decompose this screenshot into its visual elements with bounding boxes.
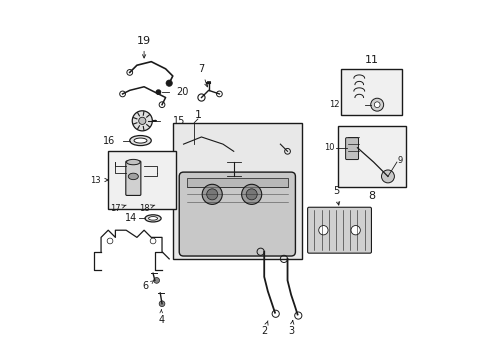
Circle shape bbox=[245, 189, 257, 200]
Ellipse shape bbox=[129, 135, 151, 145]
Circle shape bbox=[153, 278, 159, 283]
Circle shape bbox=[156, 90, 160, 94]
Text: 12: 12 bbox=[328, 100, 339, 109]
Circle shape bbox=[350, 226, 360, 235]
Circle shape bbox=[107, 238, 113, 244]
Text: 17: 17 bbox=[110, 204, 126, 213]
Circle shape bbox=[370, 98, 383, 111]
Ellipse shape bbox=[144, 215, 161, 222]
Text: 20: 20 bbox=[176, 87, 188, 97]
Text: 5: 5 bbox=[332, 186, 339, 205]
Ellipse shape bbox=[134, 138, 147, 143]
Text: 11: 11 bbox=[364, 55, 378, 65]
Ellipse shape bbox=[126, 159, 140, 165]
FancyBboxPatch shape bbox=[307, 207, 371, 253]
Bar bbox=[172, 123, 301, 259]
Circle shape bbox=[150, 238, 156, 244]
Circle shape bbox=[241, 184, 261, 204]
FancyBboxPatch shape bbox=[179, 172, 295, 256]
Circle shape bbox=[159, 102, 164, 108]
Text: 1: 1 bbox=[194, 111, 201, 121]
Text: 2: 2 bbox=[261, 321, 267, 336]
Circle shape bbox=[126, 69, 132, 75]
Circle shape bbox=[373, 102, 379, 108]
Text: 8: 8 bbox=[367, 191, 375, 201]
Circle shape bbox=[159, 301, 164, 307]
Bar bbox=[187, 178, 287, 187]
FancyArrow shape bbox=[153, 120, 156, 121]
Circle shape bbox=[381, 170, 394, 183]
FancyBboxPatch shape bbox=[345, 138, 358, 159]
Bar bbox=[337, 126, 405, 187]
Text: 18: 18 bbox=[139, 204, 155, 213]
FancyBboxPatch shape bbox=[125, 161, 141, 195]
Circle shape bbox=[120, 91, 125, 97]
Bar bbox=[108, 151, 176, 209]
Text: 9: 9 bbox=[397, 156, 403, 165]
Circle shape bbox=[132, 111, 152, 131]
Circle shape bbox=[139, 117, 145, 125]
Text: 6: 6 bbox=[142, 280, 154, 291]
Text: 7: 7 bbox=[198, 64, 207, 87]
Text: 13: 13 bbox=[90, 176, 108, 185]
Bar bbox=[341, 69, 402, 116]
Text: 10: 10 bbox=[323, 143, 333, 152]
Text: 16: 16 bbox=[103, 136, 115, 145]
Text: 14: 14 bbox=[124, 213, 137, 223]
Circle shape bbox=[202, 184, 222, 204]
Circle shape bbox=[318, 226, 327, 235]
Ellipse shape bbox=[128, 173, 138, 180]
Circle shape bbox=[165, 80, 172, 86]
Ellipse shape bbox=[148, 217, 157, 220]
Circle shape bbox=[206, 189, 217, 200]
Text: 4: 4 bbox=[158, 310, 164, 325]
Text: 19: 19 bbox=[137, 36, 151, 58]
Text: 15: 15 bbox=[172, 116, 185, 126]
Text: 3: 3 bbox=[287, 320, 294, 336]
